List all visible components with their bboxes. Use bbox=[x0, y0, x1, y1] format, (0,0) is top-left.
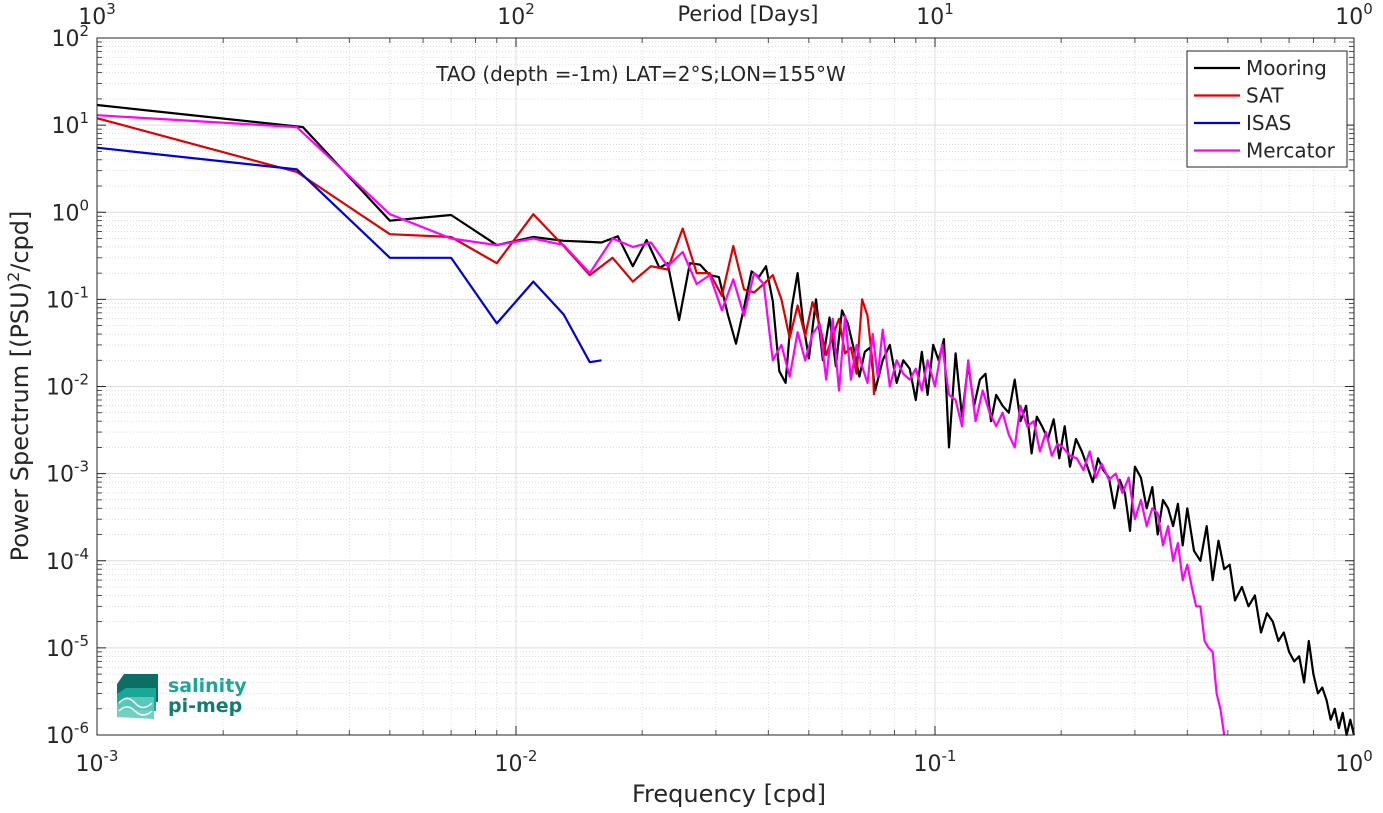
legend-label-isas: ISAS bbox=[1246, 111, 1291, 135]
legend-label-mercator: Mercator bbox=[1246, 139, 1336, 163]
logo-mark-icon bbox=[117, 674, 158, 719]
x-tick-label: 100 bbox=[1335, 747, 1373, 777]
series-line-isas bbox=[96, 146, 602, 364]
y-tick-label: 10-6 bbox=[46, 719, 89, 749]
chart-title: TAO (depth =-1m) LAT=2°S;LON=155°W bbox=[435, 62, 846, 86]
y-tick-label: 10-5 bbox=[46, 632, 89, 662]
legend-label-sat: SAT bbox=[1246, 84, 1284, 108]
logo: salinity pi-mep bbox=[117, 674, 247, 719]
series-lines bbox=[96, 103, 1356, 737]
series-line-mercator bbox=[96, 114, 1226, 736]
x-tick-label: 10-1 bbox=[914, 747, 957, 777]
y-axis-label: Power Spectrum [(PSU)2/cpd] bbox=[4, 211, 34, 562]
legend-label-mooring: Mooring bbox=[1246, 56, 1327, 80]
legend: Mooring SAT ISAS Mercator bbox=[1186, 50, 1348, 168]
logo-text-salinity: salinity bbox=[168, 675, 247, 697]
legend-box bbox=[1186, 50, 1348, 168]
y-tick-label: 102 bbox=[51, 22, 89, 52]
y-tick-label: 10-2 bbox=[46, 371, 89, 401]
top-tick-label: 100 bbox=[1335, 0, 1373, 30]
y-tick-label: 10-1 bbox=[46, 283, 89, 313]
top-tick-label: 103 bbox=[78, 0, 116, 30]
y-tick-label: 10-4 bbox=[46, 545, 89, 575]
y-tick-label: 100 bbox=[51, 196, 89, 226]
x-tick-label: 10-2 bbox=[495, 747, 538, 777]
x-tick-label: 10-3 bbox=[76, 747, 119, 777]
top-axis-label: Period [Days] bbox=[678, 2, 819, 26]
top-tick-label: 102 bbox=[497, 0, 535, 30]
y-tick-label: 10-3 bbox=[46, 458, 89, 488]
y-tick-label: 101 bbox=[51, 109, 89, 139]
x-axis-label: Frequency [cpd] bbox=[632, 780, 826, 808]
top-tick-label: 101 bbox=[916, 0, 954, 30]
axis-ticks bbox=[96, 37, 1355, 736]
logo-text-pimep: pi-mep bbox=[168, 695, 242, 717]
